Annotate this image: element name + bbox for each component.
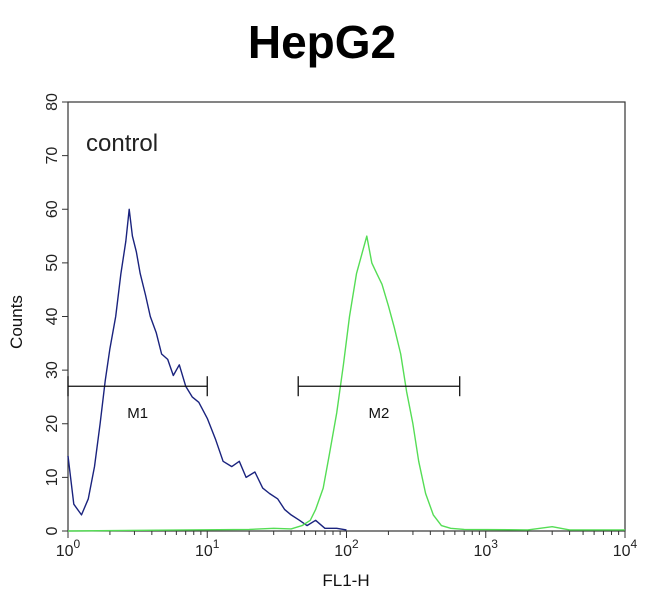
gate-marker: M1 [67, 376, 208, 422]
x-axis: 100 101 102 103 104 [56, 531, 638, 560]
y-tick-label: 0 [44, 526, 61, 535]
plot-frame [67, 101, 626, 532]
x-tick-label: 100 [56, 537, 81, 560]
y-tick-label: 10 [44, 468, 61, 486]
y-tick-label: 40 [44, 308, 61, 326]
series-line-2 [67, 235, 625, 532]
x-axis-label: FL1-H [322, 571, 369, 590]
y-axis-label: Counts [7, 295, 26, 349]
y-axis: 0 10 20 30 40 50 60 70 80 [44, 93, 68, 535]
gate-label: M2 [369, 405, 390, 422]
y-tick-label: 20 [44, 415, 61, 433]
y-tick-label: 50 [44, 254, 61, 272]
marker-layer: M1 M2 [67, 376, 461, 422]
x-tick-label: 101 [195, 537, 220, 560]
sample-annotation: control [86, 130, 158, 157]
x-tick-label: 103 [474, 537, 499, 560]
y-tick-label: 60 [44, 200, 61, 218]
x-tick-label: 102 [334, 537, 359, 560]
y-tick-label: 70 [44, 147, 61, 165]
gate-marker: M2 [297, 376, 461, 422]
y-tick-label: 30 [44, 361, 61, 379]
chart-title: HepG2 [248, 16, 396, 68]
plot-border [67, 101, 626, 532]
gate-label: M1 [127, 405, 148, 422]
x-tick-label: 104 [613, 537, 638, 560]
y-tick-label: 80 [44, 93, 61, 111]
series-layer [67, 208, 625, 532]
series-line-1 [67, 208, 347, 531]
